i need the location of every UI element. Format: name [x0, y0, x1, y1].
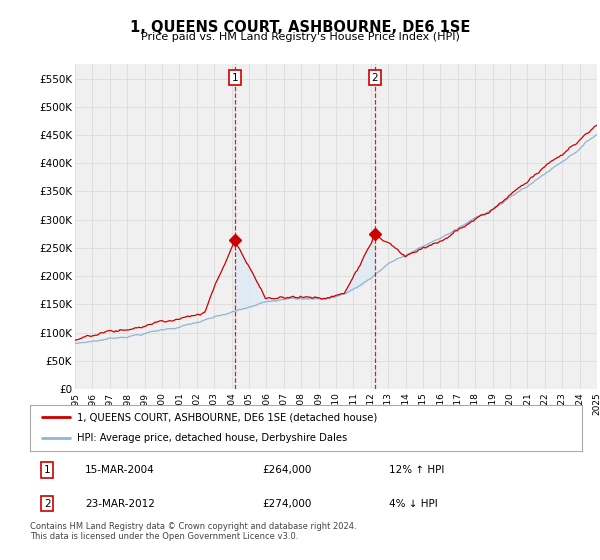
Text: £264,000: £264,000	[262, 465, 311, 475]
Text: 1, QUEENS COURT, ASHBOURNE, DE6 1SE: 1, QUEENS COURT, ASHBOURNE, DE6 1SE	[130, 20, 470, 35]
Text: 4% ↓ HPI: 4% ↓ HPI	[389, 498, 437, 508]
Text: 1: 1	[232, 72, 239, 82]
Text: 1: 1	[44, 465, 50, 475]
Text: 12% ↑ HPI: 12% ↑ HPI	[389, 465, 444, 475]
Text: 1, QUEENS COURT, ASHBOURNE, DE6 1SE (detached house): 1, QUEENS COURT, ASHBOURNE, DE6 1SE (det…	[77, 412, 377, 422]
Text: £274,000: £274,000	[262, 498, 311, 508]
Text: 15-MAR-2004: 15-MAR-2004	[85, 465, 155, 475]
Text: Price paid vs. HM Land Registry's House Price Index (HPI): Price paid vs. HM Land Registry's House …	[140, 32, 460, 42]
Text: Contains HM Land Registry data © Crown copyright and database right 2024.
This d: Contains HM Land Registry data © Crown c…	[30, 522, 356, 542]
Text: 2: 2	[44, 498, 50, 508]
Text: 23-MAR-2012: 23-MAR-2012	[85, 498, 155, 508]
Text: HPI: Average price, detached house, Derbyshire Dales: HPI: Average price, detached house, Derb…	[77, 433, 347, 444]
Text: 2: 2	[371, 72, 378, 82]
